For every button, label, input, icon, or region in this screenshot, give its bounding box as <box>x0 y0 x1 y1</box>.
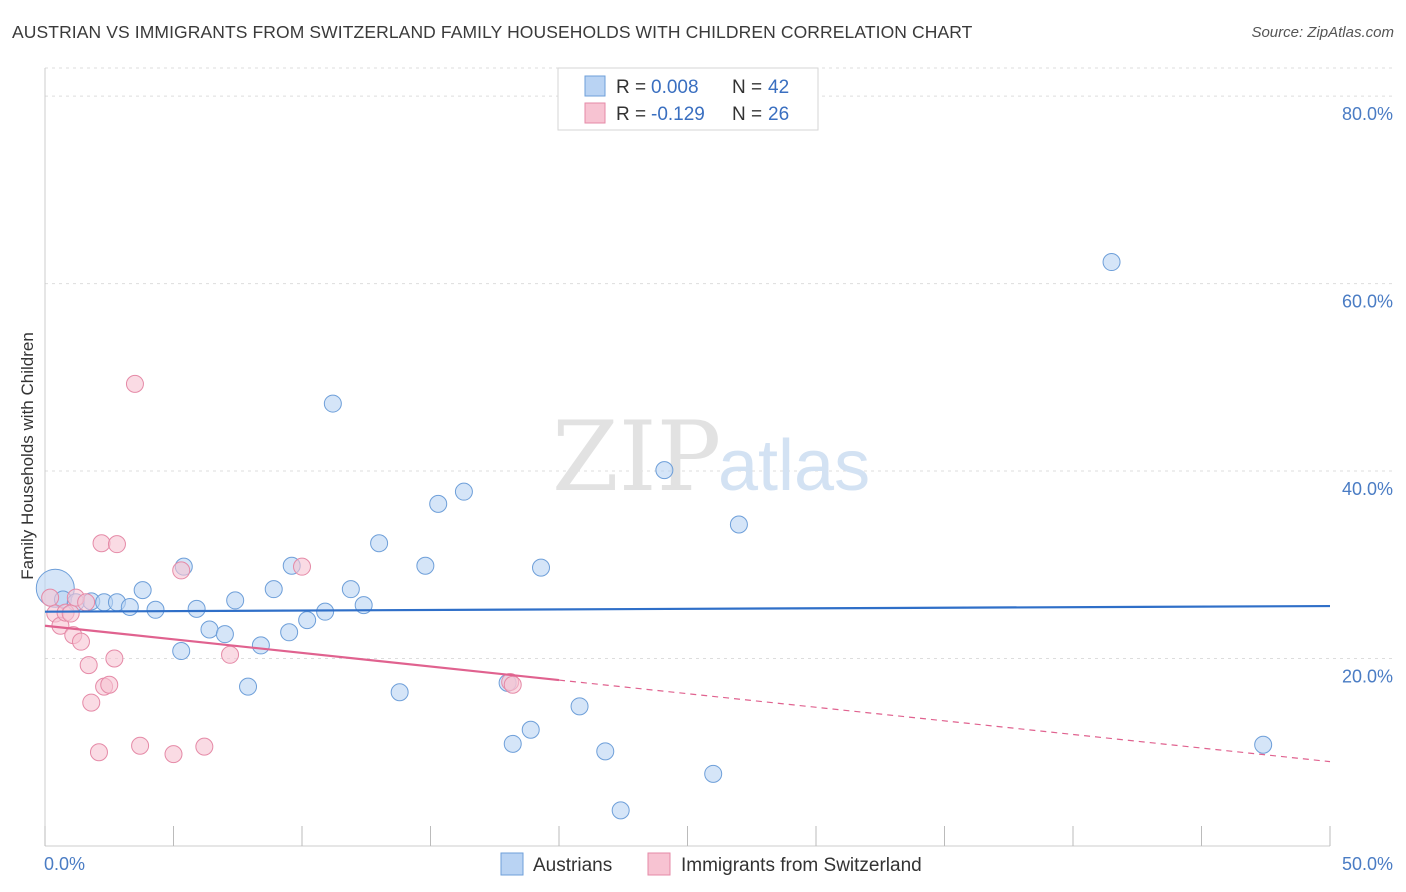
point-swiss-0 <box>41 588 60 607</box>
point-swiss-15 <box>105 649 124 668</box>
chart-source: Source: ZipAtlas.com <box>1251 24 1394 41</box>
point-austrians-31 <box>503 734 522 753</box>
chart-title: AUSTRIAN VS IMMIGRANTS FROM SWITZERLAND … <box>12 22 973 42</box>
point-swiss-11 <box>89 743 108 762</box>
point-austrians-34 <box>570 697 589 716</box>
point-swiss-10 <box>82 693 101 712</box>
point-austrians-21 <box>316 602 335 621</box>
legend-n-label-swiss: N = <box>732 104 762 125</box>
series-legend: Austrians Immigrants from Switzerland <box>500 852 922 876</box>
point-swiss-17 <box>131 736 150 755</box>
point-austrians-22 <box>323 394 342 413</box>
point-swiss-12 <box>92 534 111 553</box>
point-austrians-8 <box>146 600 165 619</box>
point-swiss-18 <box>125 374 144 393</box>
point-austrians-29 <box>454 482 473 501</box>
x-tick-label-1: 50.0% <box>1342 854 1393 874</box>
point-austrians-41 <box>1254 735 1273 754</box>
point-swiss-7 <box>71 632 90 651</box>
point-swiss-14 <box>100 675 119 694</box>
point-austrians-6 <box>120 597 139 616</box>
point-austrians-17 <box>264 580 283 599</box>
point-swiss-21 <box>195 737 214 756</box>
correlation-legend: R = 0.008 N = 42 R = -0.129 N = 26 <box>557 67 819 131</box>
y-tick-label-2: 60.0% <box>1342 292 1393 312</box>
series-swiss <box>41 374 522 764</box>
y-tick-label-0: 20.0% <box>1342 667 1393 687</box>
watermark-atlas: atlas <box>718 426 870 506</box>
x-axis-tick-labels: 0.0% 50.0% <box>44 854 1393 874</box>
point-austrians-40 <box>1102 253 1121 272</box>
point-swiss-20 <box>172 561 191 580</box>
bottom-legend-label-swiss: Immigrants from Switzerland <box>681 855 922 876</box>
point-austrians-9 <box>172 642 191 661</box>
point-austrians-7 <box>133 581 152 600</box>
point-austrians-23 <box>341 580 360 599</box>
series-austrians <box>35 253 1273 820</box>
point-austrians-39 <box>729 515 748 534</box>
point-austrians-33 <box>532 558 551 577</box>
grid-lines <box>45 67 1392 660</box>
point-austrians-20 <box>298 611 317 630</box>
point-austrians-14 <box>226 591 245 610</box>
legend-n-value-swiss: 26 <box>768 104 789 125</box>
bottom-legend-label-austrians: Austrians <box>533 855 612 876</box>
trend-line-swiss-projection <box>558 679 1331 763</box>
y-axis-title: Family Households with Children <box>18 332 37 580</box>
trend-line-austrians <box>44 604 1331 613</box>
point-austrians-11 <box>187 599 206 618</box>
legend-swatch-swiss <box>584 102 606 124</box>
point-austrians-26 <box>390 683 409 702</box>
y-tick-label-3: 80.0% <box>1342 104 1393 124</box>
point-swiss-25 <box>503 675 522 694</box>
point-austrians-38 <box>704 764 723 783</box>
bottom-legend-swatch-austrians <box>500 852 524 876</box>
legend-r-value-swiss: -0.129 <box>651 104 705 125</box>
trend-lines <box>44 604 1331 763</box>
point-swiss-16 <box>107 535 126 554</box>
legend-n-value-austrians: 42 <box>768 77 789 98</box>
legend-r-value-austrians: 0.008 <box>651 77 699 98</box>
y-axis-tick-labels: 20.0% 40.0% 60.0% 80.0% <box>1342 104 1393 686</box>
point-austrians-28 <box>429 494 448 513</box>
point-swiss-8 <box>77 593 96 612</box>
bottom-legend-swatch-swiss <box>647 852 671 876</box>
watermark-zip: ZIP <box>552 401 721 513</box>
point-austrians-25 <box>370 534 389 553</box>
point-austrians-32 <box>521 720 540 739</box>
point-austrians-16 <box>251 636 270 655</box>
legend-r-label-austrians: R = <box>616 77 646 98</box>
point-swiss-9 <box>79 656 98 675</box>
point-austrians-36 <box>611 801 630 820</box>
legend-r-label-swiss: R = <box>616 104 646 125</box>
point-swiss-23 <box>293 557 311 576</box>
point-swiss-19 <box>164 745 183 764</box>
point-swiss-4 <box>61 604 80 623</box>
x-axis-ticks <box>44 826 1331 846</box>
point-austrians-13 <box>215 625 234 644</box>
x-tick-label-0: 0.0% <box>44 854 85 874</box>
point-austrians-18 <box>280 623 299 642</box>
legend-swatch-austrians <box>584 75 606 97</box>
point-austrians-12 <box>200 620 219 639</box>
point-austrians-37 <box>655 461 674 480</box>
point-austrians-35 <box>596 742 615 761</box>
trend-line-swiss <box>44 624 560 682</box>
point-austrians-15 <box>239 677 258 696</box>
legend-n-label-austrians: N = <box>732 77 762 98</box>
y-tick-label-1: 40.0% <box>1342 479 1393 499</box>
point-austrians-27 <box>416 556 435 575</box>
point-swiss-22 <box>221 645 240 664</box>
